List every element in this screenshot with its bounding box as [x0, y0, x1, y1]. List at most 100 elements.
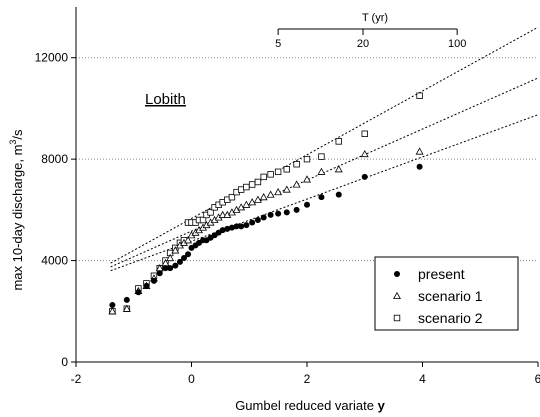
data-point: [282, 185, 291, 193]
legend-items: present scenario 1 scenario 2: [393, 266, 483, 326]
data-point: [274, 187, 283, 196]
return-period-tick-label: 5: [275, 38, 281, 50]
data-point: [267, 171, 274, 178]
y-axis-label: max 10-day discharge, m3/s: [8, 129, 25, 291]
data-point: [143, 282, 150, 289]
legend-marker: [394, 271, 400, 277]
data-point: [254, 217, 261, 223]
data-point: [172, 262, 179, 269]
y-tick-label: 0: [61, 355, 68, 369]
data-point: [248, 198, 257, 206]
data-point: [219, 227, 226, 234]
data-point: [254, 178, 262, 186]
data-point: [248, 181, 256, 188]
data-point: [171, 246, 180, 254]
data-point: [318, 194, 325, 201]
data-point: [184, 236, 193, 244]
legend-label: scenario 2: [418, 310, 483, 326]
data-point: [293, 206, 300, 213]
data-point: [361, 130, 368, 137]
x-tick-label: 6: [535, 372, 540, 386]
x-tick-label: -2: [71, 372, 82, 386]
data-point: [135, 289, 142, 296]
data-point: [199, 216, 207, 224]
data-point: [237, 186, 245, 193]
data-point: [415, 147, 424, 155]
data-point: [267, 211, 274, 218]
data-point: [260, 173, 267, 181]
data-point: [207, 209, 214, 216]
trend-layer: [110, 26, 539, 272]
data-point: [266, 190, 275, 198]
legend-marker: [393, 314, 401, 322]
trend-line: [110, 26, 539, 264]
x-axis-label: Gumbel reduced variate y: [235, 398, 385, 413]
data-point: [180, 255, 187, 262]
data-point: [166, 253, 175, 262]
data-point: [360, 149, 369, 158]
legend-marker: [393, 291, 401, 300]
data-point: [150, 277, 157, 284]
data-point: [335, 191, 342, 198]
series-present: [109, 163, 423, 308]
marks-layer: [108, 92, 424, 315]
data-point: [243, 183, 250, 191]
data-point: [167, 265, 174, 272]
data-point: [122, 304, 131, 312]
legend-label: present: [418, 266, 465, 282]
data-point: [249, 219, 256, 226]
data-point: [303, 155, 311, 163]
data-point: [123, 296, 130, 303]
data-point: [109, 301, 116, 308]
data-point: [162, 265, 169, 272]
data-point: [242, 200, 251, 208]
data-point: [283, 166, 290, 173]
data-point: [274, 168, 282, 176]
data-point: [361, 173, 368, 180]
y-tick-label: 12000: [35, 51, 69, 65]
data-point: [334, 165, 343, 173]
return-period-tick-label: 20: [357, 38, 369, 50]
y-tick-label: 4000: [41, 254, 68, 268]
data-point: [156, 270, 163, 277]
data-point: [335, 138, 342, 145]
data-point: [228, 224, 235, 231]
trend-line: [110, 77, 539, 268]
data-point: [233, 223, 240, 230]
x-tick-label: 4: [419, 372, 426, 386]
data-point: [224, 225, 231, 232]
data-point: [275, 210, 282, 217]
data-point: [303, 175, 311, 183]
data-point: [318, 153, 325, 160]
data-point: [185, 251, 192, 258]
x-tick-label: 0: [188, 372, 195, 386]
data-point: [237, 203, 246, 211]
data-point: [292, 180, 301, 188]
data-point: [260, 214, 267, 221]
data-point: [218, 210, 227, 218]
data-point: [228, 193, 236, 201]
data-point: [238, 223, 245, 230]
data-point: [293, 161, 300, 168]
return-period-axis: T (yr) 5 20 100: [275, 12, 466, 50]
data-point: [176, 258, 183, 265]
data-point: [317, 167, 326, 175]
data-point: [243, 222, 250, 229]
legend-label: scenario 1: [418, 288, 483, 304]
data-point: [304, 201, 310, 208]
data-point: [416, 163, 423, 170]
legend: present scenario 1 scenario 2: [374, 256, 519, 331]
annotation-lobith: Lobith: [145, 91, 186, 108]
x-tick-label: 2: [304, 372, 311, 386]
y-tick-label: 8000: [41, 152, 68, 166]
data-point: [283, 209, 290, 216]
data-point: [259, 193, 268, 201]
data-point: [253, 195, 262, 203]
data-point: [108, 307, 117, 315]
return-period-axis-label: T (yr): [362, 12, 388, 24]
return-period-tick-label: 100: [448, 38, 466, 50]
data-point: [416, 92, 423, 99]
